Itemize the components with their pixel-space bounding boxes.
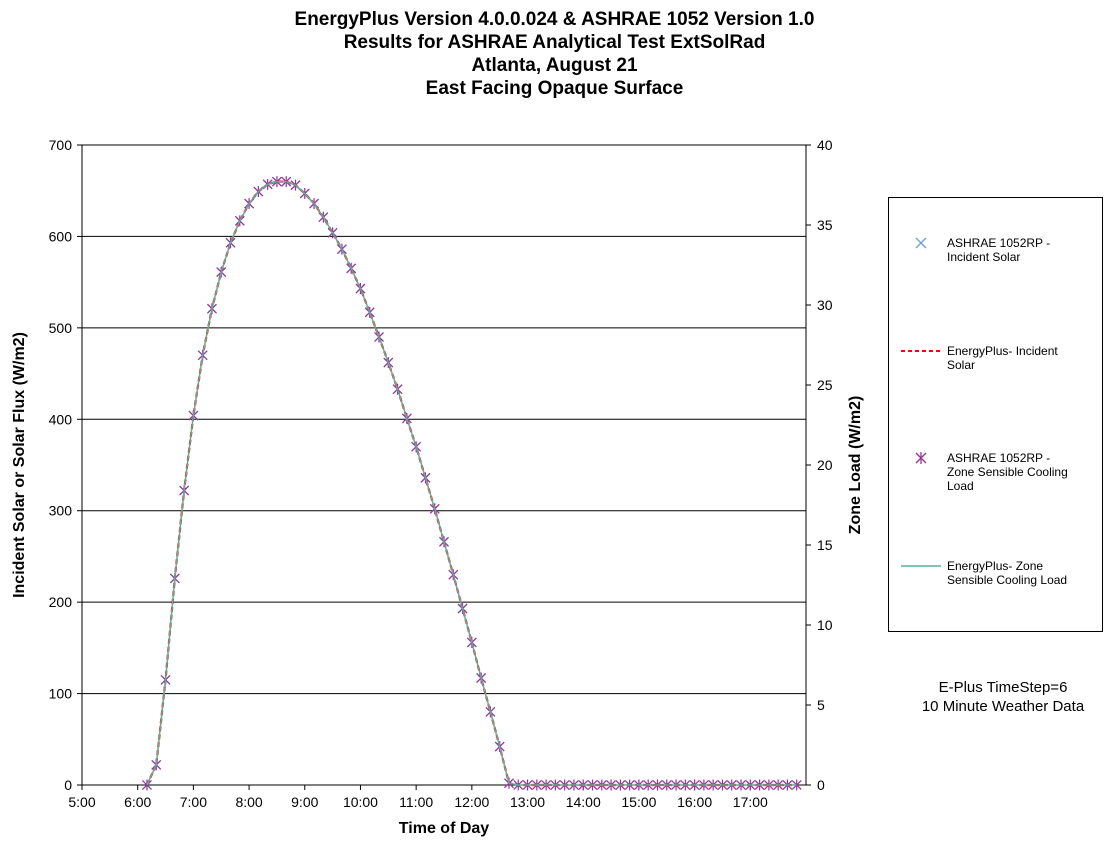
series-line-energyplus-incident-solar (145, 180, 797, 787)
legend-label-line: Load (947, 479, 974, 493)
solid-line-icon (901, 565, 941, 567)
legend-label: ASHRAE 1052RP - Zone Sensible Cooling Lo… (947, 451, 1099, 493)
x-tick-label: 12:00 (454, 794, 489, 810)
x-marker-icon (915, 237, 927, 249)
legend-label-line: EnergyPlus- Zone (947, 559, 1044, 573)
series-layer (142, 176, 802, 791)
asterisk-marker-icon (915, 452, 927, 464)
grid-layer (82, 235, 806, 695)
x-tick-label: 16:00 (677, 794, 712, 810)
note-line: E-Plus TimeStep=6 (938, 679, 1068, 696)
y-axis-label: Incident Solar or Solar Flux (W/m2) (11, 332, 28, 598)
timestep-note: E-Plus TimeStep=6 10 Minute Weather Data (898, 678, 1108, 716)
y-tick-label: 600 (49, 228, 73, 244)
y2-tick-label: 0 (817, 777, 825, 793)
title-line: Results for ASHRAE Analytical Test ExtSo… (343, 32, 766, 53)
title-line: East Facing Opaque Surface (425, 78, 684, 99)
axis-layer: 0 100 200 300 400 500 600 700 0 5 10 15 20 25 30 35 40 5:… (49, 137, 833, 810)
title-line: EnergyPlus Version 4.0.0.024 & ASHRAE 10… (294, 9, 815, 30)
title-line: Atlanta, August 21 (471, 55, 638, 76)
x-tick-label: 5:00 (68, 794, 95, 810)
x-tick-label: 10:00 (343, 794, 378, 810)
x-axis-label: Time of Day (399, 820, 490, 837)
x-tick-label: 13:00 (510, 794, 545, 810)
x-tick-label: 14:00 (566, 794, 601, 810)
legend-label-line: Sensible Cooling Load (947, 573, 1068, 587)
x-tick-label: 9:00 (291, 794, 318, 810)
legend-label: ASHRAE 1052RP - Incident Solar (947, 236, 1099, 264)
y2-tick-label: 20 (817, 457, 833, 473)
x-tick-label: 8:00 (235, 794, 262, 810)
legend-label-line: EnergyPlus- Incident (947, 344, 1058, 358)
y2-tick-label: 10 (817, 617, 833, 633)
y-tick-label: 700 (49, 137, 73, 153)
x-tick-label: 17:00 (733, 794, 768, 810)
x-tick-label: 6:00 (124, 794, 151, 810)
legend-label-line: Zone Sensible Cooling (947, 465, 1068, 479)
chart-title: EnergyPlus Version 4.0.0.024 & ASHRAE 10… (0, 8, 1109, 100)
series-line-energyplus-zone-sensible-cooling-load (146, 180, 797, 786)
legend-label-line: Solar (947, 358, 976, 372)
y-tick-label: 100 (49, 686, 73, 702)
dashed-line-icon (901, 350, 941, 352)
y2-tick-label: 30 (817, 297, 833, 313)
y2-tick-label: 35 (817, 217, 833, 233)
legend-label-line: ASHRAE 1052RP - (947, 451, 1051, 465)
x-tick-label: 7:00 (180, 794, 207, 810)
legend-label: EnergyPlus- Incident Solar (947, 344, 1099, 372)
plot-frame (81, 144, 807, 786)
x-tick-label: 15:00 (621, 794, 656, 810)
legend-label: EnergyPlus- Zone Sensible Cooling Load (947, 559, 1099, 587)
y-tick-label: 400 (49, 411, 73, 427)
y-tick-label: 500 (49, 320, 73, 336)
x-tick-label: 11:00 (399, 794, 433, 810)
y2-axis-label: Zone Load (W/m2) (847, 396, 864, 535)
legend-label-line: ASHRAE 1052RP - (947, 236, 1051, 250)
chart-legend: ASHRAE 1052RP - Incident Solar EnergyPlu… (888, 197, 1103, 632)
y-tick-label: 0 (64, 777, 72, 793)
y-tick-label: 200 (49, 594, 73, 610)
legend-label-line: Incident Solar (947, 250, 1021, 264)
y2-tick-label: 25 (817, 377, 833, 393)
y2-tick-label: 40 (817, 137, 833, 153)
note-line: 10 Minute Weather Data (921, 698, 1085, 715)
y2-tick-label: 5 (817, 697, 825, 713)
y2-tick-label: 15 (817, 537, 833, 553)
y-tick-label: 300 (49, 503, 73, 519)
